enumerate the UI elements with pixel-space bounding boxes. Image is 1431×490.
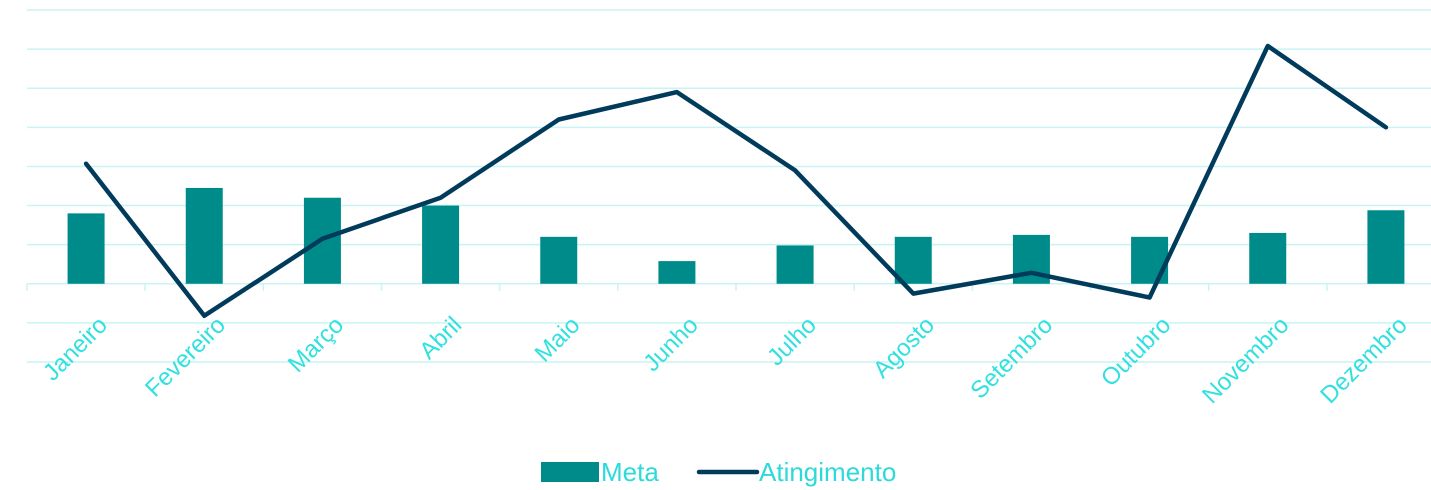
gridlines (27, 9, 1431, 363)
legend-label-atingimento: Atingimento (759, 457, 896, 487)
bar-abril (422, 205, 460, 284)
x-tick-label: Outubro (1096, 312, 1176, 392)
legend: Meta Atingimento (541, 457, 896, 487)
bar-series-meta (67, 187, 1405, 284)
x-tick-label: Dezembro (1315, 312, 1412, 409)
bar-dezembro (1367, 210, 1405, 284)
x-tick-label: Fevereiro (140, 312, 231, 403)
x-tick-label: Maio (530, 312, 586, 368)
bar-fevereiro (185, 187, 223, 284)
line-series-atingimento (83, 43, 1389, 319)
x-tick-label: Junho (638, 312, 703, 377)
bar-julho (776, 245, 814, 284)
bar-junho (658, 261, 696, 284)
bar-novembro (1249, 232, 1287, 284)
bar-outubro (1131, 236, 1169, 284)
bar-agosto (894, 236, 932, 284)
x-tick-label: Novembro (1197, 312, 1294, 409)
x-tick-label: Março (283, 312, 349, 378)
x-tick-label: Abril (414, 312, 467, 365)
x-tick-label: Setembro (965, 312, 1058, 405)
bar-janeiro (67, 213, 105, 284)
legend-label-meta: Meta (601, 457, 659, 487)
x-tick-labels: Janeiro Fevereiro Março Abril Maio Junho Julho… (38, 312, 1413, 409)
line-atingimento (83, 43, 1389, 319)
legend-bar-swatch (541, 462, 599, 482)
bar-maio (540, 236, 578, 284)
x-axis (26, 283, 1431, 291)
